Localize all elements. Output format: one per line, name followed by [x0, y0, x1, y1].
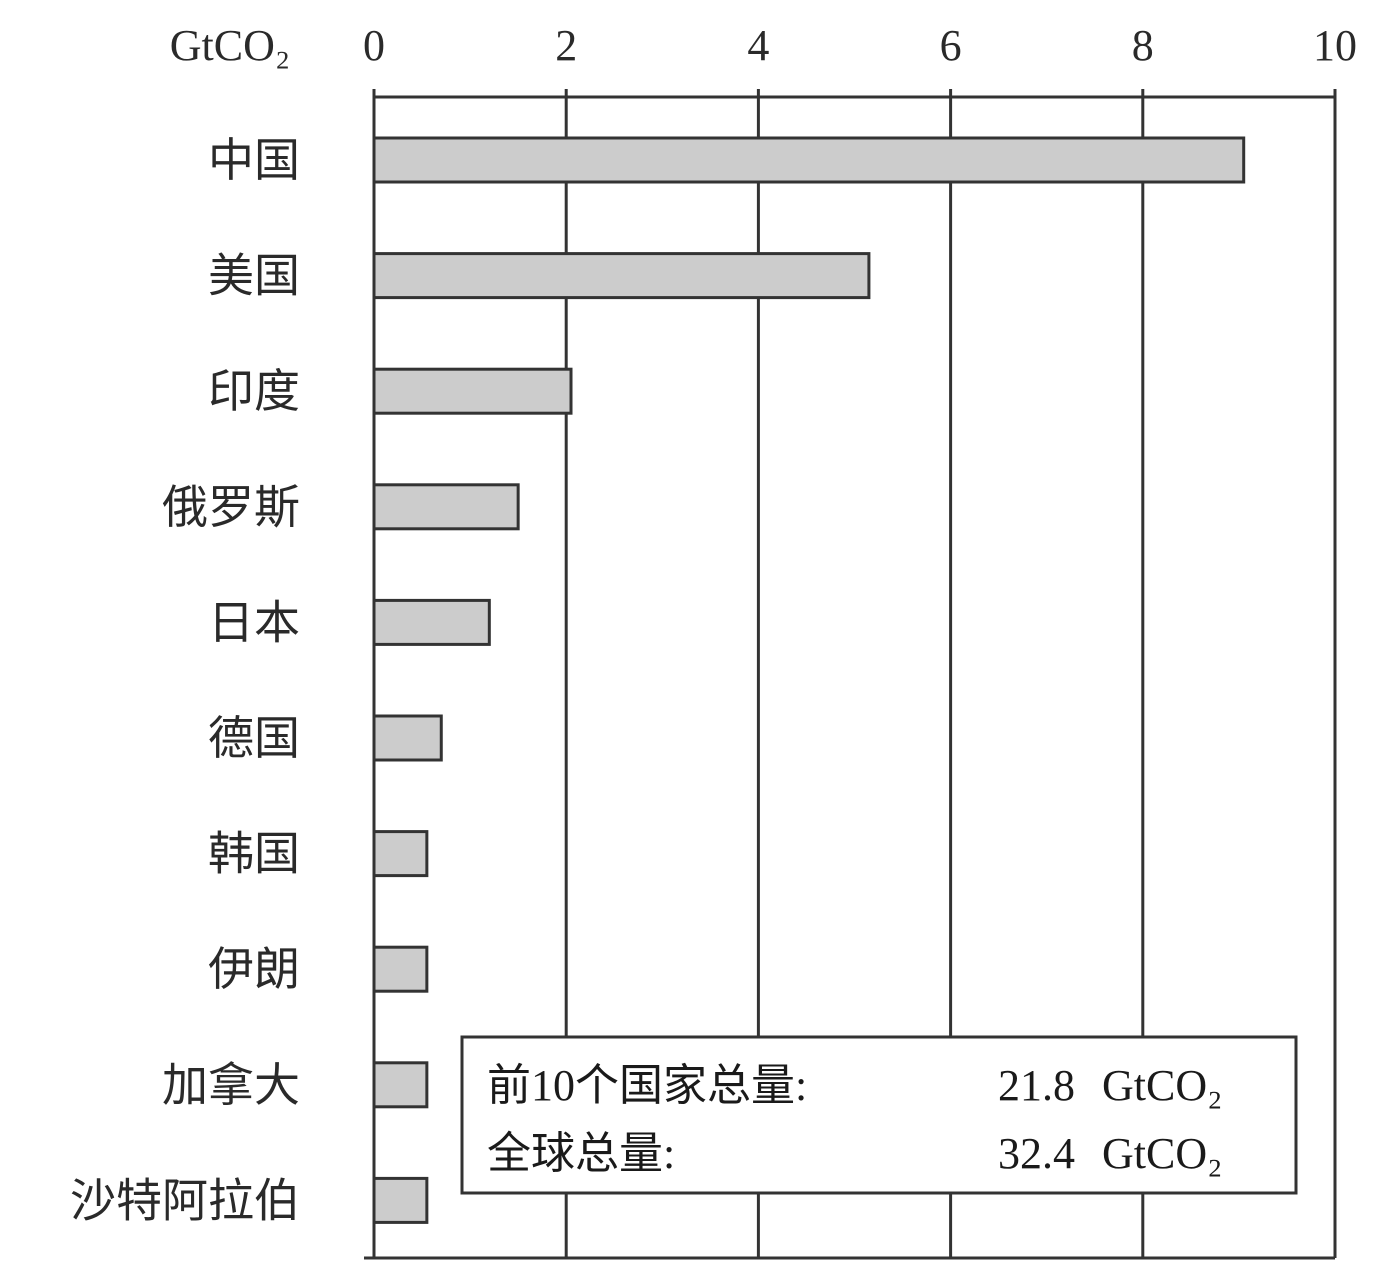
category-label: 伊朗 [208, 942, 300, 996]
tick-labels: 0 2 4 6 8 10 [363, 21, 1357, 70]
x-tick-label: 6 [940, 21, 962, 70]
global-total-unit: GtCO₂ [1102, 1129, 1222, 1178]
unit-label: GtCO₂ [170, 21, 290, 70]
bar [372, 367, 573, 415]
bar [372, 136, 1246, 184]
bar [372, 945, 429, 993]
top10-total-unit: GtCO₂ [1102, 1061, 1222, 1110]
top10-total-label: 前10个国家总量: [487, 1061, 807, 1110]
bar [372, 483, 520, 531]
bar [372, 714, 443, 762]
totals-annotation-box: 前10个国家总量: 21.8 GtCO₂ 全球总量: 32.4 GtCO₂ [460, 1035, 1298, 1195]
category-label: 德国 [208, 711, 300, 765]
global-total-label: 全球总量: [487, 1129, 675, 1178]
category-label: 中国 [208, 133, 300, 187]
bar [372, 1176, 429, 1224]
x-tick-label: 2 [555, 21, 577, 70]
category-label: 沙特阿拉伯 [70, 1173, 300, 1227]
category-label: 加拿大 [162, 1058, 300, 1112]
category-label: 印度 [208, 364, 300, 418]
bar [372, 1061, 429, 1109]
x-tick-label: 0 [363, 21, 385, 70]
category-label: 俄罗斯 [162, 480, 300, 534]
bar [372, 830, 429, 878]
bar [372, 598, 491, 646]
bar [372, 252, 871, 300]
x-tick-label: 4 [747, 21, 769, 70]
global-total-value: 32.4 [998, 1129, 1075, 1178]
x-tick-label: 8 [1132, 21, 1154, 70]
category-label: 日本 [208, 595, 300, 649]
category-label: 美国 [208, 249, 300, 303]
bars [372, 136, 1246, 1224]
x-tick-label: 10 [1313, 21, 1357, 70]
annotation-box-frame [460, 1035, 1298, 1195]
top10-total-value: 21.8 [998, 1061, 1075, 1110]
category-label: 韩国 [208, 827, 300, 881]
